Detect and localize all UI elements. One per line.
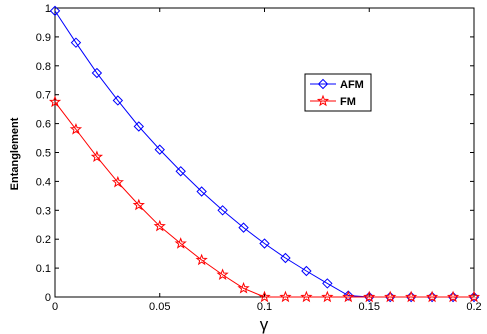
data-point-afm (259, 238, 270, 249)
y-tick-label: 0.7 (36, 90, 51, 102)
data-point-fm (132, 198, 145, 211)
y-tick-label: 0.3 (36, 205, 51, 217)
data-point-fm (48, 95, 62, 108)
data-point-afm (175, 166, 186, 177)
series-fm (48, 95, 481, 303)
legend-box (304, 73, 372, 112)
data-point-fm (237, 281, 250, 294)
x-tick-label: 0.05 (149, 301, 170, 313)
legend-marker-afm (317, 78, 329, 90)
data-point-afm (280, 252, 291, 264)
data-point-fm (111, 175, 124, 188)
data-point-afm (91, 67, 103, 79)
data-point-afm (154, 144, 165, 155)
data-point-fm (446, 290, 460, 303)
plot-frame (54, 7, 475, 298)
data-point-fm (405, 290, 418, 303)
y-tick-label: 0.6 (36, 119, 51, 131)
y-tick-label: 0.2 (36, 234, 51, 246)
legend-marker-fm (316, 94, 330, 107)
y-axis-ticks: 0 0.1 0.2 0.3 0.4 0.5 0.6 0.7 0.8 0.9 1 (36, 3, 474, 304)
data-point-afm (70, 37, 82, 48)
plot-area: 0 0.05 0.1 0.15 0.2 0 0.1 0.2 0.3 0.4 0.5 0.6 0.7 0.… (36, 3, 482, 313)
data-point-fm (153, 219, 166, 232)
data-point-fm (69, 122, 83, 135)
data-point-fm (363, 290, 376, 303)
data-point-fm (216, 268, 229, 280)
legend-marker-afm (317, 78, 329, 90)
series-layer (48, 5, 481, 303)
data-point-fm (467, 290, 481, 303)
legend-label-afm: AFM (340, 79, 364, 91)
data-point-fm (321, 290, 334, 303)
data-point-fm (195, 253, 208, 266)
data-point-afm (112, 95, 124, 106)
data-point-fm (90, 150, 104, 163)
data-point-afm (322, 278, 333, 289)
x-tick-label: 0.1 (257, 301, 272, 313)
x-axis-ticks: 0 0.05 0.1 0.15 0.2 (52, 8, 482, 313)
x-axis-label: γ (260, 315, 269, 334)
data-point-fm (174, 237, 187, 249)
data-point-afm (196, 186, 207, 197)
legend: AFM FM (304, 73, 372, 112)
data-point-afm (133, 121, 145, 132)
data-point-afm (238, 222, 249, 233)
data-point-fm (279, 290, 292, 303)
data-point-fm (300, 290, 313, 303)
data-point-afm (343, 290, 354, 301)
data-point-fm (342, 290, 355, 303)
data-point-fm (258, 290, 271, 303)
legend-marker-fm (316, 94, 330, 107)
y-tick-label: 0.5 (36, 148, 51, 160)
x-tick-label: 0.2 (466, 301, 481, 313)
y-tick-label: 1 (45, 3, 51, 15)
series-line-afm (54, 10, 474, 298)
y-tick-label: 0.8 (36, 61, 51, 73)
y-tick-label: 0.1 (36, 263, 51, 275)
y-tick-label: 0.9 (36, 32, 51, 44)
series-afm (49, 5, 480, 303)
x-tick-label: 0.15 (359, 301, 380, 313)
data-point-fm (384, 290, 397, 303)
y-tick-label: 0.4 (36, 176, 51, 188)
data-point-afm (217, 205, 228, 216)
data-point-afm (49, 5, 61, 17)
legend-label-fm: FM (340, 96, 356, 108)
data-point-afm (301, 265, 312, 277)
y-tick-label: 0 (45, 292, 51, 304)
x-tick-label: 0 (52, 301, 58, 313)
series-line-fm (54, 101, 474, 298)
data-point-fm (425, 290, 439, 303)
y-axis-label: Entanglement (9, 117, 21, 190)
